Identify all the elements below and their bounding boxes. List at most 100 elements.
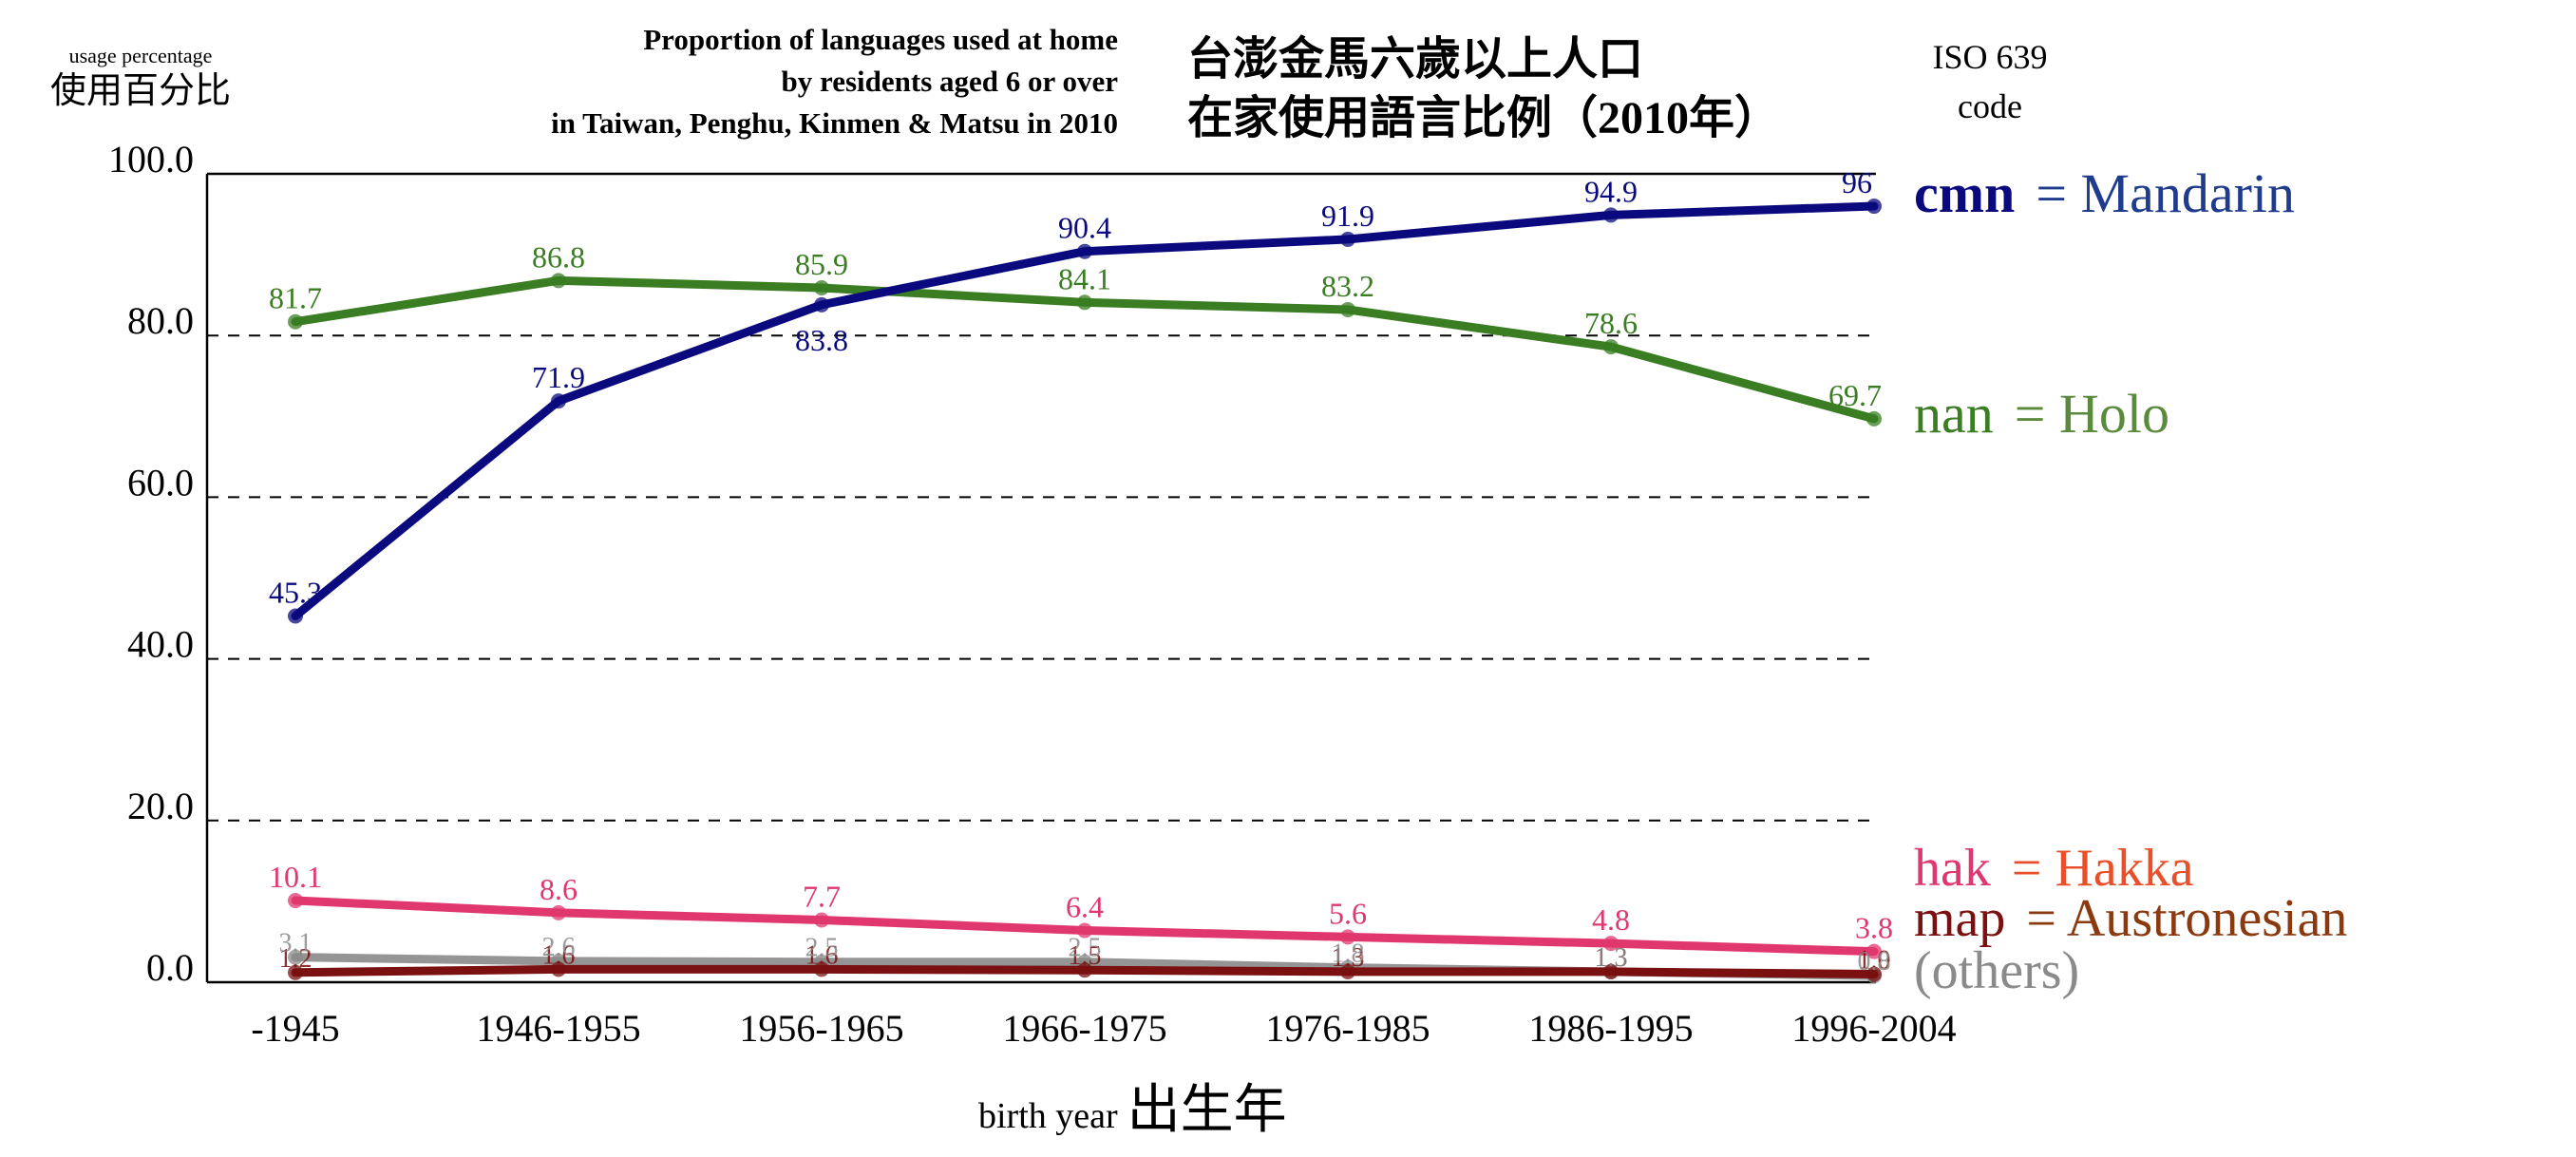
x-axis-label: birth year 出生年 [978,1081,1287,1140]
data-label: 78.6 [1584,306,1638,340]
data-label: 1.8 [1332,939,1365,969]
legend-label-hak: hak = Hakka [1914,839,2194,898]
legend-code: hak [1914,839,1991,898]
y-tick-label: 0.0 [146,946,194,989]
x-tick-label: 1956-1965 [739,1007,903,1050]
data-point [1866,943,1882,959]
y-tick-label: 40.0 [127,623,194,666]
data-point [1603,339,1619,355]
data-label: 1.3 [1595,943,1628,973]
data-point [814,296,829,313]
legend-name: = Hakka [2012,839,2194,898]
legend-code: map [1914,889,2005,948]
data-label: 2.5 [1069,934,1102,963]
data-point [551,961,566,977]
chart-title-line-2: by residents aged 6 or over [782,65,1119,98]
legend-code: cmn [1914,162,2015,224]
data-point [1603,936,1619,952]
data-label: 1.5 [1069,941,1102,971]
data-label: 1.3 [1332,943,1365,973]
legend-label-map: map = Austronesian [1914,889,2347,948]
data-label: 69.7 [1828,378,1882,412]
data-point [551,904,566,920]
data-label: 3.8 [1855,911,1893,945]
data-label: 7.7 [803,879,841,913]
data-point [1603,207,1619,223]
data-label: 81.7 [269,281,322,315]
x-tick-label: 1986-1995 [1528,1007,1693,1050]
data-label: 6.4 [1066,890,1104,924]
data-label: 90.4 [1058,211,1111,245]
x-tick-label: -1945 [251,1007,339,1050]
data-point [1866,410,1882,427]
data-point [288,893,303,909]
data-label: 10.1 [269,860,322,894]
data-point [1340,963,1355,979]
legend-header-line-2: code [1958,87,2022,125]
legend-name: = Austronesian [2026,889,2347,948]
plot-area: 100.0 80.0 60.0 40.0 20.0 0.0 -1945 1946-1955 19… [108,138,2347,1050]
data-label: 1.3 [1595,943,1628,973]
data-label: 45.3 [269,575,322,609]
data-label: 94.9 [1584,174,1638,208]
data-label: 1.6 [542,940,576,970]
data-label: 96 [1842,165,1872,199]
data-point [1077,922,1092,939]
data-point [551,273,566,289]
y-tick-label: 100.0 [108,138,194,180]
data-label: 4.8 [1592,902,1630,937]
data-label: 85.9 [795,247,848,281]
data-point [1077,243,1092,259]
data-point [1866,199,1882,215]
x-tick-label: 1966-1975 [1002,1007,1166,1050]
y-tick-label: 20.0 [127,785,194,827]
data-point [551,393,566,409]
data-point [1077,294,1092,311]
x-axis-label-en: birth year [978,1096,1118,1136]
data-label: 2.6 [542,933,576,962]
data-point [1340,301,1355,317]
data-label: 86.8 [532,239,585,274]
data-label: 83.2 [1321,269,1374,303]
data-point [1077,962,1092,978]
data-label: 1.0 [1858,945,1891,975]
chart-title-line-1: Proportion of languages used at home [643,23,1118,56]
x-axis-label-zh: 出生年 [1127,1081,1287,1140]
y-tick-label: 80.0 [127,299,194,342]
y-axis-label-zh: 使用百分比 [50,71,231,111]
chart-title-zh-line-1: 台澎金馬六歲以上人口 [1187,34,1643,85]
data-point [1340,929,1355,945]
data-point [814,912,829,928]
legend-header-line-1: ISO 639 [1932,38,2047,76]
data-point [1340,231,1355,247]
data-label: 1.6 [805,940,839,970]
data-point [288,313,303,330]
data-label: 0.8 [1858,947,1891,977]
legend-label-others: (others) [1914,941,2079,1000]
legend-code: nan [1914,383,1994,445]
chart-title-line-3: in Taiwan, Penghu, Kinmen & Matsu in 201… [551,106,1118,140]
data-point [814,279,829,295]
legend-name: = Mandarin [2036,162,2295,224]
data-point [814,961,829,977]
data-label: 8.6 [540,872,578,906]
legend-label-nan: nan = Holo [1914,383,2169,445]
y-tick-label: 60.0 [127,461,194,503]
x-tick-label: 1946-1955 [476,1007,640,1050]
y-axis-label: usage percentage [69,44,213,67]
data-label: 91.9 [1321,199,1374,233]
x-tick-label: 1976-1985 [1265,1007,1430,1050]
data-label: 83.8 [795,323,848,357]
x-tick-label: 1996-2004 [1791,1007,1956,1050]
legend-name: = Holo [2015,383,2169,445]
data-point [288,608,303,624]
data-label: 3.1 [279,929,313,958]
data-label: 5.6 [1329,896,1367,930]
data-label: 84.1 [1058,261,1111,295]
chart-title-zh-line-2: 在家使用語言比例（2010年） [1187,93,1780,143]
data-point [1603,963,1619,979]
data-label: 1.2 [279,944,313,974]
data-point [288,964,303,980]
data-label: 2.5 [805,934,839,963]
